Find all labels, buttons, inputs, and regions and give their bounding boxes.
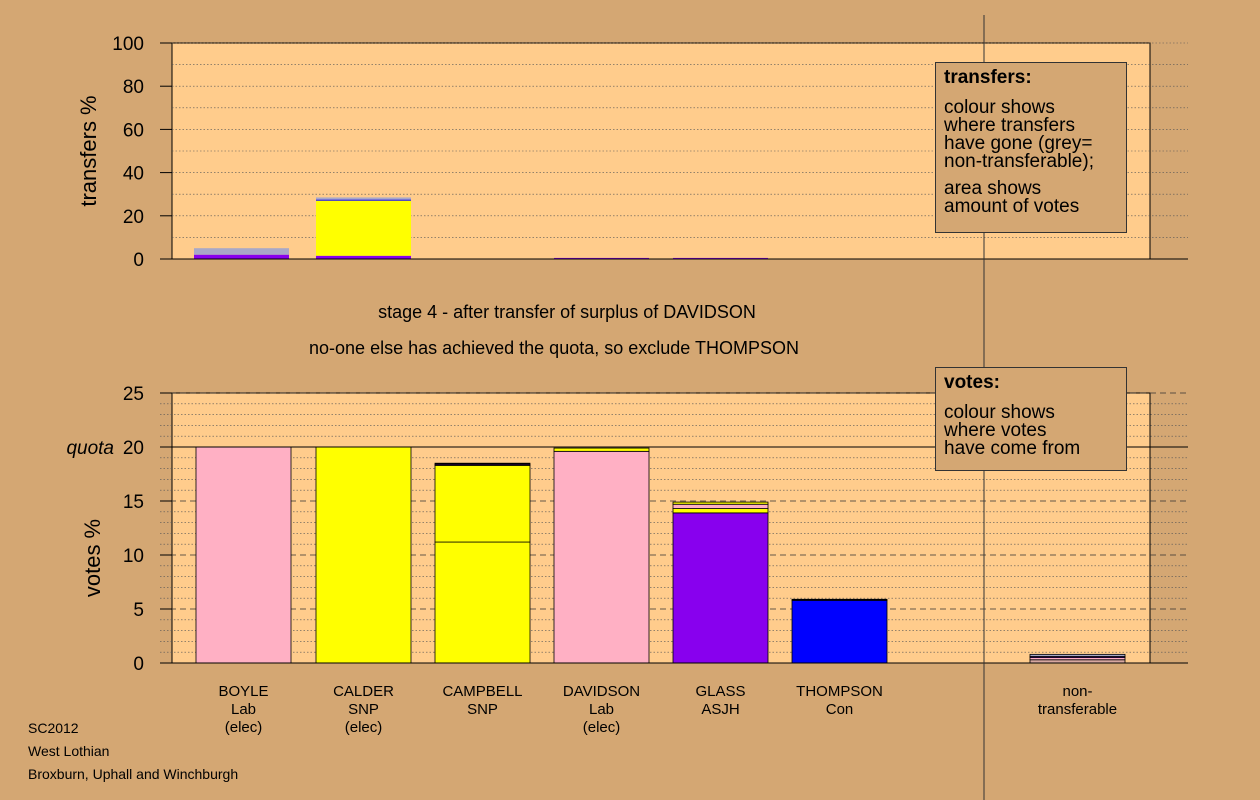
transfers-bar-segment — [316, 197, 411, 200]
transfers-legend-line: amount of votes — [944, 196, 1080, 217]
candidate-party: Con — [825, 701, 854, 718]
transfers-y-tick-label: 80 — [123, 77, 144, 98]
candidate-party: Lab — [230, 701, 257, 718]
votes-y-tick-label: 5 — [133, 600, 144, 621]
votes-bar-segment — [195, 446, 292, 664]
votes-y-tick-label: 10 — [123, 546, 144, 567]
transfers-y-ticks: 0 20 40 60 80 100 — [112, 34, 172, 271]
candidate-label: GLASS ASJH — [666, 683, 776, 719]
candidate-name: CAMPBELL — [442, 683, 523, 700]
transfers-legend-text-2: area shows amount of votes — [944, 178, 1118, 217]
votes-bar-segment — [791, 599, 888, 664]
candidate-label: DAVIDSON Lab (elec) — [547, 683, 657, 737]
transfers-legend-line: where transfers — [944, 115, 1075, 136]
candidate-label: BOYLE Lab (elec) — [189, 683, 299, 737]
candidate-party: transferable — [1037, 701, 1118, 718]
candidate-party: Lab — [588, 701, 615, 718]
votes-legend-line: have come from — [944, 438, 1081, 459]
candidate-name: THOMPSON — [796, 683, 883, 700]
candidate-name: DAVIDSON — [562, 683, 641, 700]
transfers-y-tick-label: 60 — [123, 120, 144, 141]
candidate-party: ASJH — [701, 701, 740, 718]
candidate-status: (elec) — [344, 719, 383, 736]
votes-bar-segment — [315, 446, 412, 664]
votes-bar-segment — [553, 447, 650, 452]
candidate-label: CALDER SNP (elec) — [309, 683, 419, 737]
transfers-bar-segment — [673, 257, 768, 259]
votes-y-tick-label: 0 — [133, 654, 144, 675]
candidate-party: SNP — [348, 701, 379, 718]
action-caption: no-one else has achieved the quota, so e… — [309, 338, 799, 358]
transfers-legend-line: colour shows — [944, 97, 1055, 118]
candidate-party: SNP — [467, 701, 498, 718]
candidate-name: CALDER — [333, 683, 394, 700]
votes-bar-segment — [672, 503, 769, 509]
footer-council: West Lothian — [28, 743, 110, 759]
votes-y-axis-label: votes % — [80, 519, 105, 597]
transfers-bar-segment — [194, 248, 289, 255]
candidate-status: (elec) — [224, 719, 263, 736]
candidate-name: GLASS — [695, 683, 746, 700]
votes-bar-segment — [672, 501, 769, 505]
votes-legend: votes: colour shows where votes have com… — [935, 367, 1127, 471]
votes-bar-segment — [672, 512, 769, 664]
votes-y-tick-label: 20 — [123, 438, 144, 459]
votes-legend-title: votes: — [944, 372, 1000, 393]
transfers-bar-segment — [316, 199, 411, 201]
votes-bar-segment — [434, 541, 531, 664]
votes-bar-segment — [434, 462, 531, 465]
transfers-bar-segment — [194, 254, 289, 259]
candidate-status: (elec) — [582, 719, 621, 736]
quota-label: quota — [66, 438, 114, 459]
transfers-legend-line: have gone (grey= — [944, 133, 1093, 154]
footer-election: SC2012 — [28, 720, 79, 736]
transfers-bar-segment — [316, 255, 411, 259]
transfers-y-tick-label: 20 — [123, 207, 144, 228]
stage-caption: stage 4 - after transfer of surplus of D… — [378, 302, 756, 322]
transfers-y-tick-label: 40 — [123, 164, 144, 185]
votes-y-tick-label: 15 — [123, 492, 144, 513]
candidate-name: BOYLE — [218, 683, 269, 700]
transfers-legend: transfers: colour shows where transfers … — [935, 62, 1127, 233]
footer-ward: Broxburn, Uphall and Winchburgh — [28, 766, 239, 782]
votes-bar-segment — [791, 598, 888, 601]
votes-bar-segment — [553, 450, 650, 664]
candidate-label: THOMPSON Con — [785, 683, 895, 719]
transfers-legend-line: non-transferable); — [944, 151, 1094, 172]
votes-bar-segment — [672, 508, 769, 514]
transfers-bar-segment — [316, 200, 411, 256]
candidate-name: non- — [1062, 683, 1093, 700]
votes-y-tick-label: 25 — [123, 384, 144, 405]
transfers-bar-segment — [554, 257, 649, 259]
transfers-legend-title: transfers: — [944, 67, 1032, 88]
transfers-bars — [194, 197, 768, 259]
transfers-legend-text-1: colour shows where transfers have gone (… — [944, 97, 1118, 172]
votes-legend-line: colour shows — [944, 402, 1055, 423]
transfers-y-tick-label: 0 — [133, 250, 144, 271]
votes-bars — [195, 446, 1126, 664]
transfers-y-tick-label: 100 — [112, 34, 144, 55]
votes-y-ticks: 0 5 10 15 20 25 — [123, 384, 172, 675]
votes-bar-segment — [1029, 653, 1126, 657]
transfers-legend-line: area shows — [944, 178, 1042, 199]
transfers-y-axis-label: transfers % — [76, 95, 101, 206]
votes-legend-text: colour shows where votes have come from — [944, 402, 1118, 459]
votes-bar-segment — [434, 464, 531, 543]
votes-legend-line: where votes — [944, 420, 1047, 441]
candidate-label: non-transferable — [1023, 683, 1133, 719]
candidate-label: CAMPBELL SNP — [428, 683, 538, 719]
